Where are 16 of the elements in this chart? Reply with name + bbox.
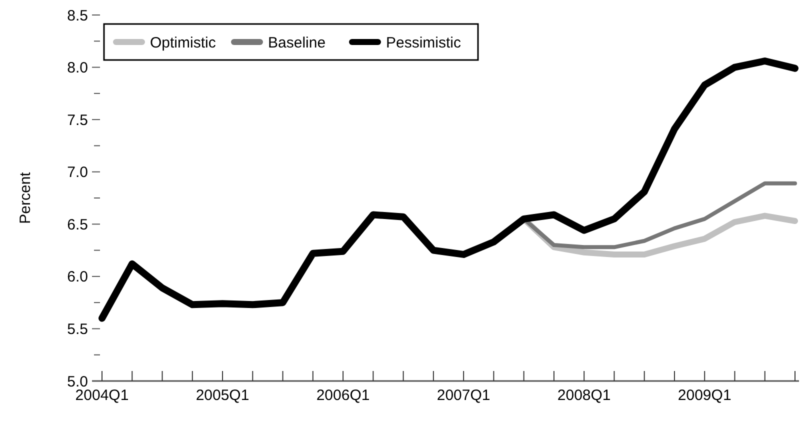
y-tick-label: 7.5	[67, 112, 88, 129]
x-tick-label: 2008Q1	[557, 387, 611, 404]
legend-label: Pessimistic	[386, 34, 462, 52]
y-tick-label: 5.5	[67, 320, 88, 338]
y-tick-label: 6.0	[67, 268, 88, 286]
x-tick-label: 2005Q1	[196, 387, 250, 404]
x-tick-label: 2007Q1	[436, 387, 490, 404]
legend-label: Optimistic	[150, 34, 216, 52]
x-tick-label: 2006Q1	[316, 387, 370, 404]
y-tick-label: 8.0	[67, 60, 88, 77]
legend-label: Baseline	[268, 34, 326, 52]
x-tick-label: 2009Q1	[678, 387, 732, 404]
y-tick-label: 8.5	[67, 7, 88, 24]
y-tick-label: 7.0	[67, 164, 88, 182]
y-tick-label: 6.5	[67, 216, 88, 234]
y-axis-title: Percent	[17, 171, 34, 224]
